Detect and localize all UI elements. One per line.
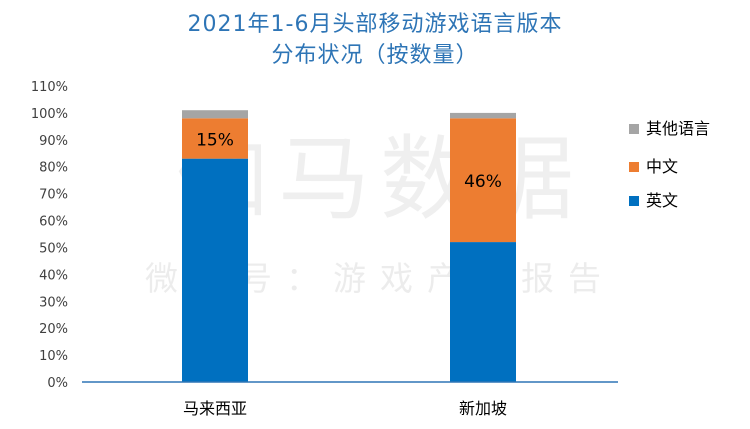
legend-swatch [629, 196, 639, 206]
y-tick-label: 10% [39, 349, 68, 364]
legend-label: 英文 [646, 191, 678, 210]
bar-segment [182, 118, 248, 159]
bar-segment [450, 112, 516, 119]
y-tick-label: 50% [39, 241, 68, 256]
y-tick-label: 70% [39, 188, 68, 203]
legend-label: 中文 [646, 157, 678, 176]
x-category-label: 马来西亚 [183, 399, 247, 418]
bar-segment [450, 118, 516, 243]
y-tick-label: 0% [47, 376, 68, 391]
legend-swatch [629, 162, 639, 172]
data-label: 15% [196, 130, 234, 150]
y-tick-label: 100% [31, 107, 68, 122]
bar-segment [182, 158, 248, 382]
y-tick-label: 60% [39, 215, 68, 230]
bar-segment [182, 110, 248, 119]
x-category-label: 新加坡 [459, 399, 507, 418]
data-label: 46% [464, 172, 502, 192]
legend-swatch [629, 124, 639, 134]
y-tick-label: 110% [31, 80, 68, 95]
y-tick-label: 20% [39, 322, 68, 337]
bar-segment [450, 242, 516, 382]
y-tick-label: 40% [39, 268, 68, 283]
chart-subtitle: 分布状况（按数量） [271, 43, 479, 68]
y-tick-label: 80% [39, 161, 68, 176]
chart-title: 2021年1-6月头部移动游戏语言版本 [187, 12, 563, 37]
y-tick-label: 30% [39, 295, 68, 310]
y-tick-label: 90% [39, 134, 68, 149]
legend-label: 其他语言 [646, 119, 710, 138]
